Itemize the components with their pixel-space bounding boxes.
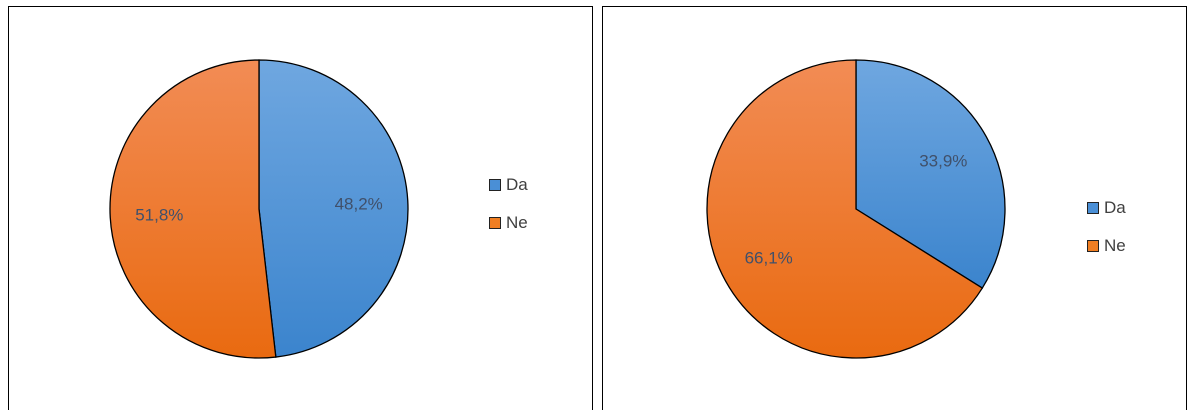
legend-swatch-da: [489, 179, 501, 191]
data-label-ne: 66,1%: [745, 248, 793, 267]
pie-slice-da: [855, 59, 1006, 289]
pie-slice-ne: [706, 59, 984, 359]
legend-2: Da Ne: [1087, 198, 1126, 274]
data-label-ne: 51,8%: [135, 206, 183, 225]
legend-swatch-ne: [489, 217, 501, 229]
legend-swatch-da: [1087, 202, 1099, 214]
data-label-da: 48,2%: [335, 194, 383, 213]
data-label-da: 33,9%: [919, 152, 967, 171]
chart-panel-1: 48,2% 51,8% Da Ne: [8, 6, 593, 410]
legend-swatch-ne: [1087, 240, 1099, 252]
legend-item-ne: Ne: [489, 213, 528, 233]
legend-label-ne: Ne: [1104, 236, 1126, 255]
legend-1: Da Ne: [489, 175, 528, 251]
pie-chart-1: 48,2% 51,8%: [109, 59, 409, 359]
pie-slice-ne: [109, 59, 277, 359]
pie-slice-da: [258, 59, 409, 358]
legend-label-da: Da: [506, 175, 528, 194]
legend-item-da: Da: [489, 175, 528, 195]
legend-item-da: Da: [1087, 198, 1126, 218]
legend-label-ne: Ne: [506, 213, 528, 232]
legend-label-da: Da: [1104, 198, 1126, 217]
legend-item-ne: Ne: [1087, 236, 1126, 256]
chart-panel-2: 33,9% 66,1% Da Ne: [602, 6, 1187, 410]
pie-chart-2: 33,9% 66,1%: [706, 59, 1006, 359]
